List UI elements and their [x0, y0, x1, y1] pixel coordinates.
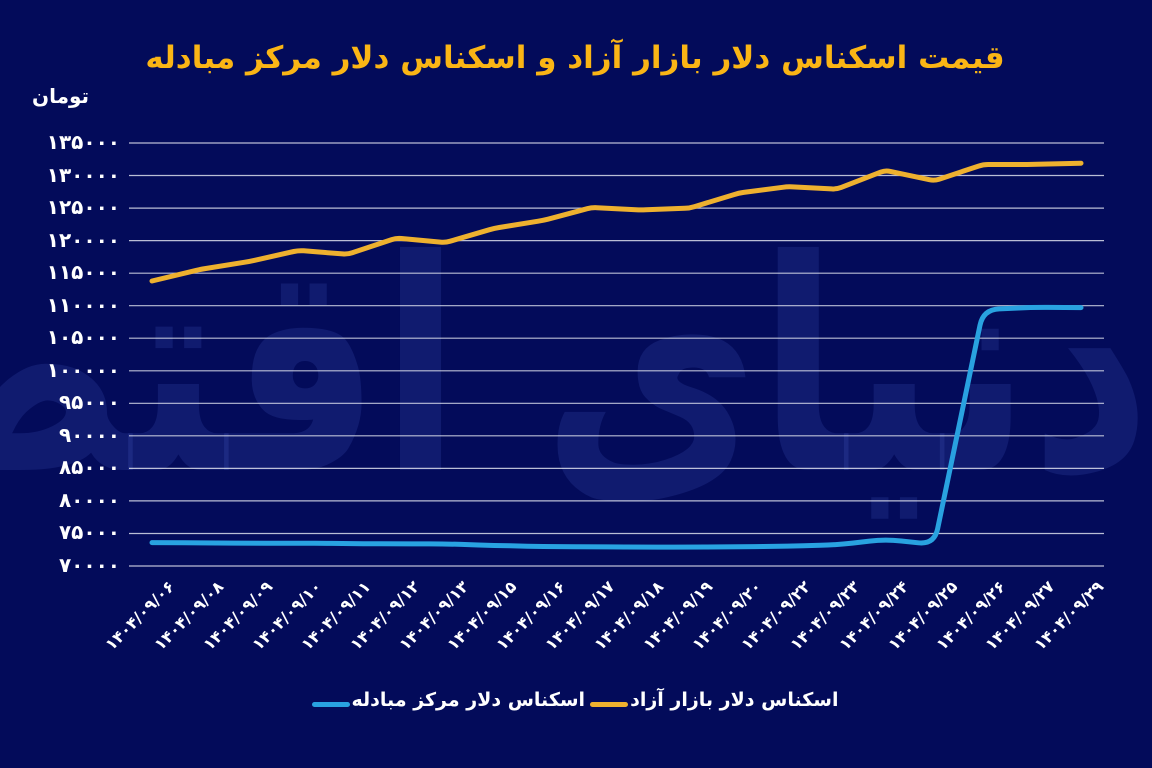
legend-label-free-market-dollar: اسکناس دلار بازار آزاد [631, 689, 840, 711]
legend-item-exchange-center-dollar: اسکناس دلار مرکز مبادله [312, 689, 587, 711]
y-tick-label: ۱۱۵۰۰۰ [47, 260, 121, 285]
y-axis-unit-label: تومان [33, 84, 91, 108]
series-line-free-market-dollar [150, 160, 1085, 284]
legend: اسکناس دلار مرکز مبادله اسکناس دلار بازا… [0, 683, 1152, 717]
y-tick-label: ۷۵۰۰۰ [59, 520, 121, 545]
series-line-exchange-center-dollar [150, 304, 1085, 550]
y-tick-label: ۹۰۰۰۰ [59, 422, 121, 447]
y-tick-label: ۱۰۰۰۰۰ [47, 357, 121, 382]
chart-title: قیمت اسکناس دلار بازار آزاد و اسکناس دلا… [146, 40, 1006, 76]
y-tick-label: ۱۲۰۰۰۰ [47, 227, 121, 252]
y-tick-label: ۱۳۰۰۰۰ [47, 162, 121, 187]
y-tick-label: ۱۲۵۰۰۰ [47, 195, 121, 220]
y-tick-label: ۸۵۰۰۰ [59, 455, 121, 480]
y-tick-label: ۷۰۰۰۰ [59, 553, 121, 577]
y-tick-label: ۱۰۵۰۰۰ [47, 325, 121, 350]
legend-label-exchange-center-dollar: اسکناس دلار مرکز مبادله [352, 689, 587, 711]
legend-swatch-free-market-dollar [591, 701, 630, 707]
y-tick-label: ۱۱۰۰۰۰ [47, 292, 121, 317]
legend-item-free-market-dollar: اسکناس دلار بازار آزاد [591, 689, 839, 711]
y-tick-label: ۸۰۰۰۰ [59, 487, 121, 512]
y-tick-label: ۹۵۰۰۰ [59, 390, 121, 415]
y-tick-label: ۱۳۵۰۰۰ [47, 130, 121, 154]
legend-swatch-exchange-center-dollar [312, 701, 351, 707]
